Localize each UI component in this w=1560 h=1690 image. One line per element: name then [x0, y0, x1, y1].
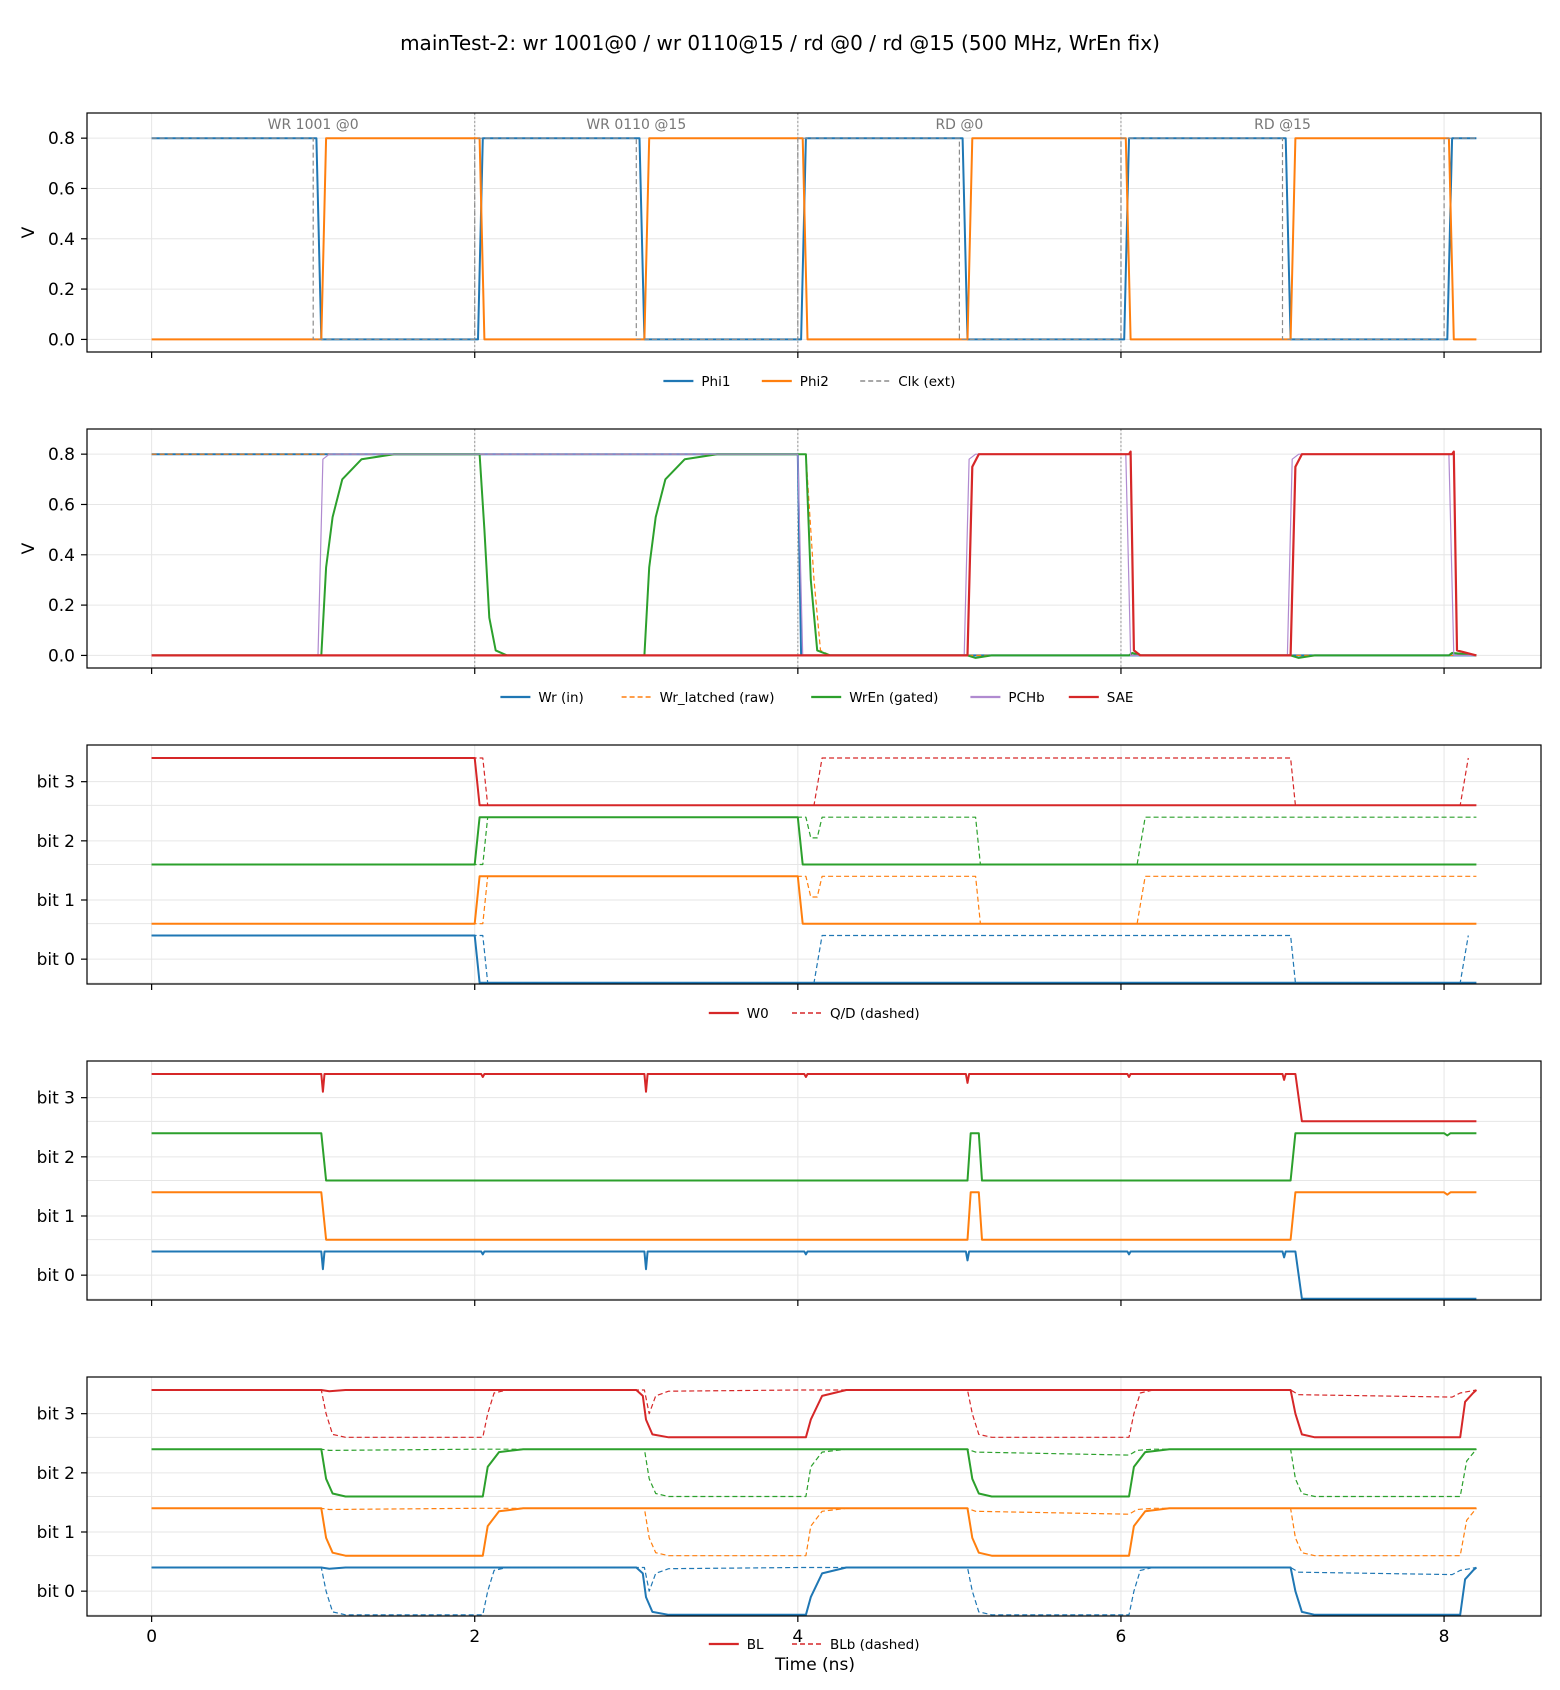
- x-tick-label: 8: [1439, 1627, 1450, 1647]
- axes-frame: [86, 744, 1542, 985]
- legend-label: WrEn (gated): [849, 690, 938, 706]
- series-line-8: [151, 934, 1469, 984]
- legend-label: BLb (dashed): [830, 1637, 919, 1653]
- legend-item: Clk (ext): [860, 374, 955, 390]
- y-tick-label: bit 2: [37, 832, 75, 852]
- legend-item: BL: [708, 1637, 764, 1653]
- series-line-4: [151, 453, 1477, 656]
- legend: W0 Q/D (dashed): [708, 1006, 920, 1022]
- legend: Phi1 Phi2 Clk (ext): [663, 374, 955, 390]
- y-tick-label: 0.4: [48, 546, 75, 566]
- series-line-3: [151, 1191, 1477, 1241]
- phase-label: RD @0: [935, 117, 983, 133]
- axes-frame: [86, 1376, 1542, 1617]
- series-line-3: [151, 453, 1477, 659]
- y-tick-label: bit 2: [37, 1464, 75, 1484]
- legend-label: Wr (in): [538, 690, 583, 706]
- x-tick-label: 0: [146, 1627, 157, 1647]
- y-tick-label: 0.6: [48, 495, 75, 515]
- legend-item: Q/D (dashed): [792, 1006, 920, 1022]
- y-tick-label: bit 0: [37, 950, 75, 970]
- series-line-6: [151, 875, 1477, 925]
- y-tick-label: 0.6: [48, 179, 75, 199]
- x-tick-label: 6: [1116, 1627, 1127, 1647]
- y-tick-label: 0.0: [48, 330, 75, 350]
- phase-label: WR 0110 @15: [586, 117, 686, 133]
- legend-item: W0: [708, 1006, 769, 1022]
- legend-label: Phi1: [701, 374, 730, 390]
- y-tick-label: bit 1: [37, 891, 75, 911]
- series-line-5: [151, 1507, 1477, 1557]
- series-line-5: [151, 450, 1477, 657]
- y-tick-label: bit 3: [37, 1089, 75, 1109]
- legend-label: SAE: [1107, 690, 1134, 706]
- figure-title: mainTest-2: wr 1001@0 / wr 0110@15 / rd …: [400, 31, 1160, 55]
- y-axis-label: V: [19, 542, 39, 554]
- series-line-1: [151, 1389, 1478, 1439]
- series-line-3: [151, 137, 1477, 340]
- series-line-8: [151, 1566, 1477, 1616]
- series-line-2: [151, 1132, 1477, 1182]
- legend-item: BLb (dashed): [792, 1637, 919, 1653]
- y-tick-label: 0.8: [48, 445, 75, 465]
- axes-frame: [86, 112, 1542, 353]
- panel-4: bit 0 bit 1 bit 2 bit 3: [37, 1060, 1542, 1306]
- y-tick-label: 0.0: [48, 646, 75, 666]
- y-tick-label: bit 1: [37, 1523, 75, 1543]
- panel-5: 0 2 4 6 8 bit 0 bit 1 bit 2 bit 3 BL BLb (dashed): [37, 1376, 1542, 1653]
- y-tick-label: 0.8: [48, 129, 75, 149]
- legend: Wr (in) Wr_latched (raw) WrEn (gated) PCHb S…: [500, 690, 1133, 706]
- axes-frame: [86, 428, 1542, 669]
- legend-label: Q/D (dashed): [830, 1006, 920, 1022]
- x-tick-label: 2: [469, 1627, 480, 1647]
- series-line-2: [151, 137, 1477, 341]
- y-tick-label: 0.2: [48, 596, 75, 616]
- legend-label: PCHb: [1008, 690, 1044, 706]
- series-line-1: [151, 1073, 1477, 1123]
- legend-item: Phi1: [663, 374, 730, 390]
- legend-label: Wr_latched (raw): [660, 690, 775, 706]
- axes-frame: [86, 1060, 1542, 1301]
- y-tick-label: bit 3: [37, 773, 75, 793]
- y-axis-label: V: [19, 226, 39, 238]
- series-line-2: [151, 757, 1469, 806]
- legend-label: Phi2: [800, 374, 829, 390]
- panel-3: bit 0 bit 1 bit 2 bit 3 W0 Q/D (dashed): [37, 744, 1542, 1022]
- y-tick-label: bit 0: [37, 1582, 75, 1602]
- legend-item: Wr (in): [500, 690, 584, 706]
- legend-label: BL: [747, 1637, 764, 1653]
- y-tick-label: 0.2: [48, 280, 75, 300]
- series-line-6: [151, 1507, 1477, 1557]
- y-tick-label: bit 0: [37, 1266, 75, 1286]
- legend-item: SAE: [1068, 690, 1134, 706]
- series-line-2: [151, 1389, 1477, 1438]
- series-line-4: [151, 816, 1477, 866]
- x-axis-label: Time (ns): [774, 1655, 855, 1675]
- y-tick-label: bit 3: [37, 1405, 75, 1425]
- y-tick-label: bit 2: [37, 1148, 75, 1168]
- panel-1: WR 1001 @0 WR 0110 @15 RD @0 RD @15 0.0 0.2 0.…: [19, 112, 1542, 390]
- y-tick-label: bit 1: [37, 1207, 75, 1227]
- x-tick-label: 4: [792, 1627, 803, 1647]
- legend-item: PCHb: [970, 690, 1045, 706]
- legend-label: Clk (ext): [898, 374, 955, 390]
- series-line-4: [151, 1448, 1477, 1498]
- series-line-7: [151, 1566, 1478, 1616]
- legend-item: Phi2: [761, 374, 829, 390]
- legend-item: Wr_latched (raw): [621, 690, 775, 706]
- phase-label: RD @15: [1254, 117, 1311, 133]
- legend-label: W0: [747, 1006, 769, 1022]
- phase-label: WR 1001 @0: [268, 117, 359, 133]
- legend-item: WrEn (gated): [811, 690, 938, 706]
- legend: BL BLb (dashed): [708, 1637, 919, 1653]
- series-line-4: [151, 1250, 1477, 1300]
- y-tick-label: 0.4: [48, 230, 75, 250]
- series-line-3: [151, 1448, 1477, 1498]
